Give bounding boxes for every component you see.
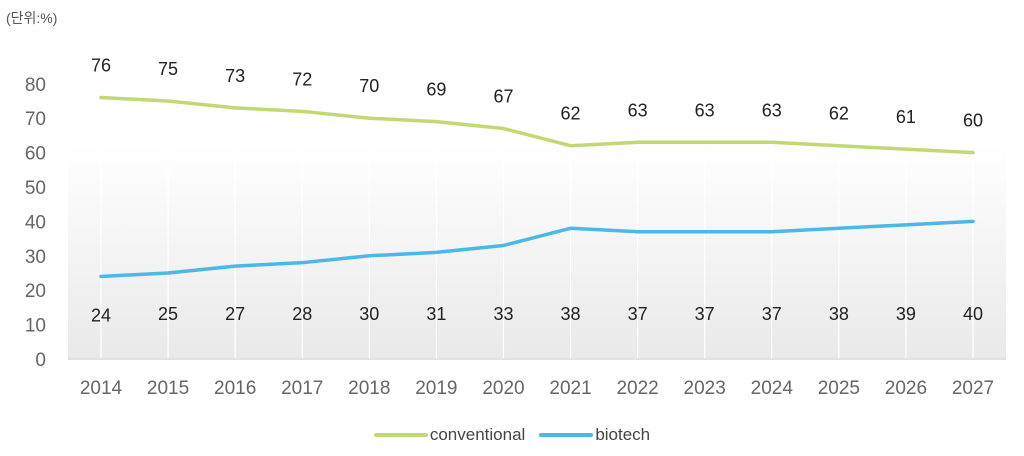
x-tick-2020: 2020 — [482, 378, 524, 399]
data-label-conventional-2020: 67 — [493, 87, 513, 107]
legend-label-conventional: conventional — [429, 425, 526, 444]
data-label-biotech-2025: 38 — [829, 304, 849, 324]
data-label-conventional-2022: 63 — [628, 100, 648, 120]
legend: conventional biotech — [0, 425, 1024, 445]
data-label-conventional-2026: 61 — [896, 107, 916, 127]
y-tick-40: 40 — [25, 212, 46, 233]
data-label-biotech-2027: 40 — [963, 304, 983, 324]
y-tick-10: 10 — [25, 316, 46, 337]
x-tick-2026: 2026 — [885, 378, 927, 399]
x-tick-2022: 2022 — [616, 378, 658, 399]
legend-item-biotech: biotech — [539, 425, 650, 445]
data-label-biotech-2026: 39 — [896, 304, 916, 324]
data-label-biotech-2015: 25 — [158, 304, 178, 324]
x-tick-2019: 2019 — [415, 378, 457, 399]
y-tick-80: 80 — [25, 75, 46, 96]
data-label-biotech-2021: 38 — [561, 304, 581, 324]
data-label-conventional-2017: 72 — [292, 69, 312, 89]
x-tick-2014: 2014 — [80, 378, 123, 399]
unit-label: (단위:%) — [6, 10, 58, 26]
x-tick-2021: 2021 — [549, 378, 591, 399]
legend-swatch-conventional — [373, 433, 428, 437]
x-tick-2017: 2017 — [281, 378, 323, 399]
data-label-conventional-2024: 63 — [762, 100, 782, 120]
legend-item-conventional: conventional — [373, 425, 526, 445]
data-label-biotech-2020: 33 — [493, 304, 513, 324]
plot-background — [68, 143, 1006, 360]
x-tick-2018: 2018 — [348, 378, 390, 399]
data-label-conventional-2016: 73 — [225, 66, 245, 86]
line-chart: 0 10 20 30 40 50 60 70 80 2014 2015 2016 2017 2018 20… — [25, 56, 1006, 399]
x-tick-2024: 2024 — [751, 378, 794, 399]
legend-swatch-biotech — [539, 433, 594, 437]
x-tick-2027: 2027 — [952, 378, 994, 399]
x-tick-2016: 2016 — [214, 378, 256, 399]
x-tick-2015: 2015 — [147, 378, 189, 399]
y-tick-0: 0 — [35, 350, 46, 371]
data-label-biotech-2016: 27 — [225, 304, 245, 324]
y-tick-60: 60 — [25, 144, 46, 165]
data-label-biotech-2014: 24 — [91, 305, 111, 325]
data-label-conventional-2018: 70 — [359, 76, 379, 96]
series-line-conventional — [99, 95, 975, 155]
data-label-conventional-2023: 63 — [695, 100, 715, 120]
data-label-biotech-2024: 37 — [762, 304, 782, 324]
data-label-conventional-2014: 76 — [91, 56, 111, 76]
data-label-biotech-2018: 30 — [359, 304, 379, 324]
data-label-conventional-2025: 62 — [829, 104, 849, 124]
data-label-biotech-2022: 37 — [628, 304, 648, 324]
x-tick-2025: 2025 — [818, 378, 860, 399]
y-tick-20: 20 — [25, 281, 46, 302]
x-tick-2023: 2023 — [684, 378, 726, 399]
data-label-biotech-2023: 37 — [695, 304, 715, 324]
y-tick-30: 30 — [25, 247, 46, 268]
data-label-biotech-2019: 31 — [426, 304, 446, 324]
data-label-conventional-2027: 60 — [963, 111, 983, 131]
legend-label-biotech: biotech — [595, 425, 651, 444]
y-tick-70: 70 — [25, 109, 46, 130]
data-label-biotech-2017: 28 — [292, 304, 312, 324]
series-line-biotech — [99, 219, 975, 279]
data-label-conventional-2015: 75 — [158, 59, 178, 79]
data-label-conventional-2021: 62 — [561, 104, 581, 124]
data-label-conventional-2019: 69 — [426, 80, 446, 100]
y-tick-50: 50 — [25, 178, 46, 199]
